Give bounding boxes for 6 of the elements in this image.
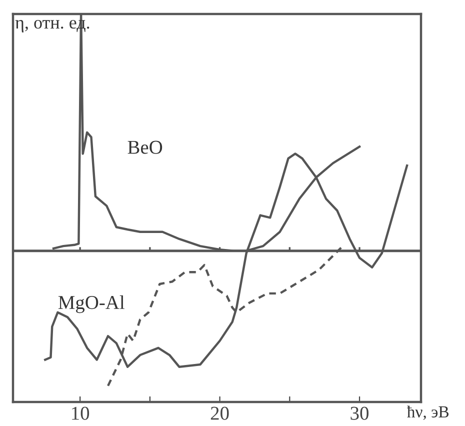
x-tick-label: 20: [210, 406, 229, 420]
series-label: BeO: [128, 140, 162, 154]
x-axis-title: ħν, эВ: [407, 406, 449, 420]
x-tick-label: 10: [72, 406, 90, 420]
x-tick-label: 30: [350, 406, 368, 420]
series-label: MgO-Al: [58, 295, 124, 314]
